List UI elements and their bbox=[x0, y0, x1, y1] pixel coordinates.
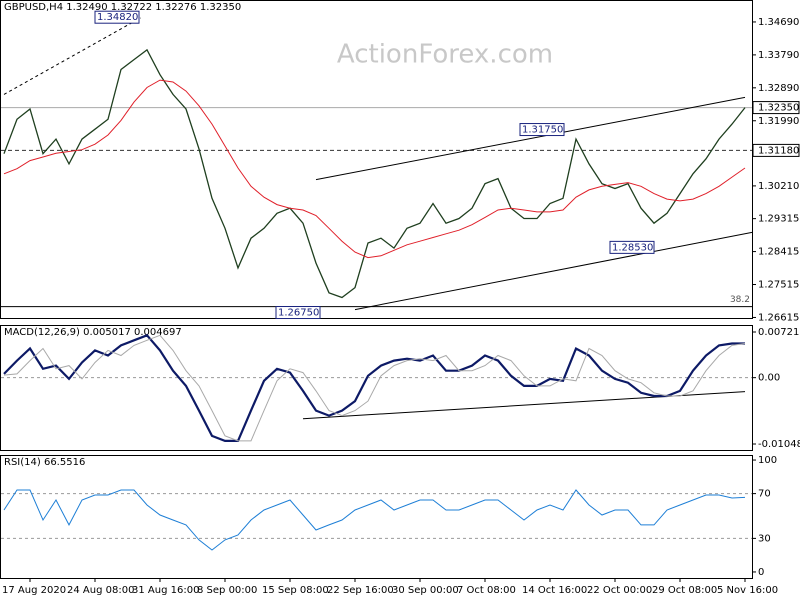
series-line bbox=[3, 334, 746, 442]
y-tick-label: 1.32890 bbox=[758, 83, 799, 94]
trendline bbox=[354, 231, 753, 311]
annotation: 1.31750 bbox=[522, 125, 563, 136]
x-tick-label: 14 Oct 16:00 bbox=[522, 585, 587, 596]
annotation-box bbox=[609, 240, 655, 254]
panel-title: RSI(14) 66.5516 bbox=[4, 457, 85, 468]
y-tick-label: 30 bbox=[758, 533, 771, 544]
fib-label: 38.2 bbox=[730, 295, 750, 305]
x-tick-label: 30 Sep 00:00 bbox=[392, 585, 459, 596]
y-tick-label: 1.31990 bbox=[758, 116, 799, 127]
x-tick-label: 22 Oct 00:00 bbox=[587, 585, 652, 596]
x-tick-label: 29 Oct 08:00 bbox=[652, 585, 717, 596]
trendline bbox=[315, 96, 746, 181]
price-label-box bbox=[752, 101, 800, 115]
series-line bbox=[3, 333, 745, 442]
macd-panel bbox=[0, 325, 753, 451]
x-tick-label: 5 Nov 16:00 bbox=[717, 585, 778, 596]
x-tick-label: 7 Oct 08:00 bbox=[457, 585, 516, 596]
trendline bbox=[3, 17, 141, 95]
y-tick-label: 1.28415 bbox=[758, 247, 799, 258]
x-tick-label: 15 Sep 08:00 bbox=[262, 585, 329, 596]
price-panel bbox=[0, 0, 753, 319]
panel-title: GBPUSD,H4 1.32490 1.32722 1.32276 1.3235… bbox=[4, 2, 241, 13]
x-tick-label: 24 Aug 08:00 bbox=[67, 585, 134, 596]
x-tick-label: 17 Aug 2020 bbox=[2, 585, 66, 596]
price-label: 1.31180 bbox=[758, 145, 799, 156]
y-tick-label: 1.27515 bbox=[758, 280, 799, 291]
price-label-box bbox=[752, 143, 800, 157]
annotation-box bbox=[275, 306, 321, 320]
series-line bbox=[3, 79, 746, 259]
y-tick-label: 0.007213 bbox=[758, 327, 800, 338]
x-tick-label: 31 Aug 16:00 bbox=[132, 585, 199, 596]
series-line bbox=[3, 489, 746, 551]
annotation: 1.28530 bbox=[612, 242, 653, 253]
panel-title: MACD(12,26,9) 0.005017 0.004697 bbox=[4, 327, 182, 338]
y-tick-label: 70 bbox=[758, 489, 771, 500]
watermark: ActionForex.com bbox=[337, 40, 553, 70]
y-tick-label: 1.34690 bbox=[758, 17, 799, 28]
x-tick-label: 8 Sep 00:00 bbox=[197, 585, 257, 596]
y-tick-label: 1.30210 bbox=[758, 181, 799, 192]
y-tick-label: -0.01048 bbox=[758, 439, 800, 450]
y-tick-label: 1.26615 bbox=[758, 312, 799, 323]
annotation: 1.26750 bbox=[278, 308, 319, 319]
series-line bbox=[3, 48, 746, 299]
y-tick-label: 1.33790 bbox=[758, 50, 799, 61]
rsi-panel bbox=[0, 455, 753, 579]
y-tick-label: 0.00 bbox=[758, 373, 780, 384]
y-tick-label: 0 bbox=[758, 567, 764, 578]
y-tick-label: 1.29315 bbox=[758, 214, 799, 225]
price-label: 1.32350 bbox=[758, 103, 799, 114]
annotation: 1.34820 bbox=[97, 12, 138, 23]
annotation-box bbox=[519, 123, 565, 137]
x-tick-label: 22 Sep 16:00 bbox=[327, 585, 394, 596]
annotation-box bbox=[94, 10, 140, 24]
y-tick-label: 100 bbox=[758, 455, 777, 466]
